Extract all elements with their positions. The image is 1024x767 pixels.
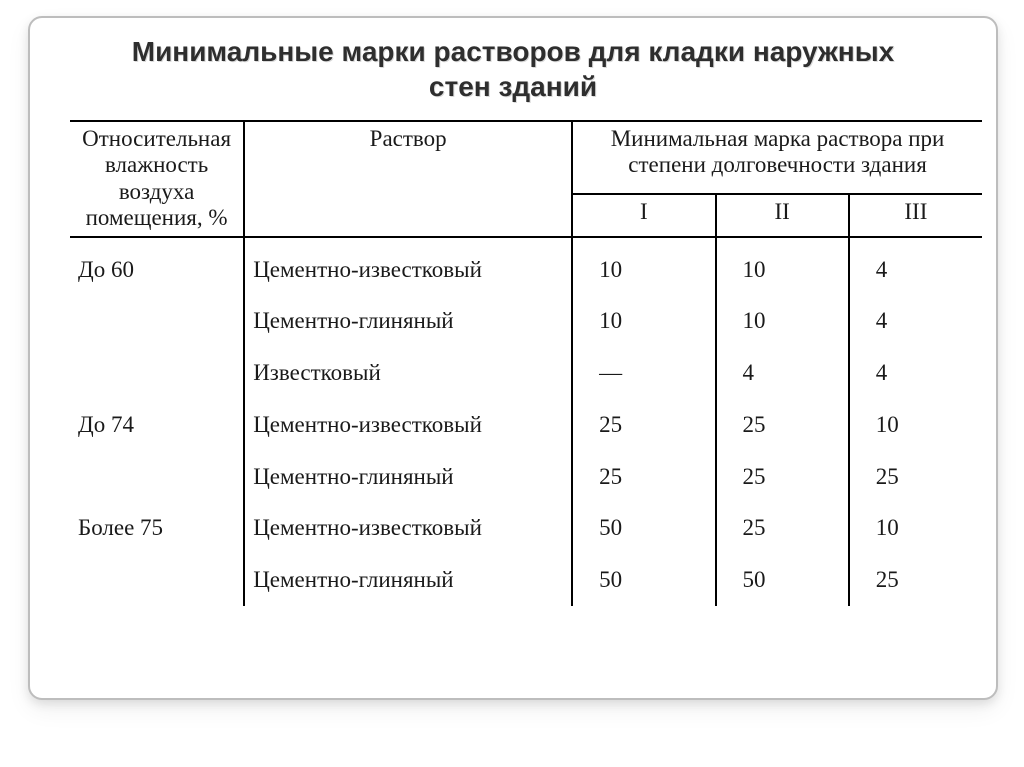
table-row: Более 75 Цементно-известковый 50 25 10: [70, 502, 982, 554]
cell-solution: Цементно-известковый: [244, 502, 572, 554]
table-row: Цементно-глиняный 50 50 25: [70, 554, 982, 606]
cell-g1: 50: [572, 502, 715, 554]
cell-solution: Цементно-глиняный: [244, 451, 572, 503]
cell-humidity: До 74: [70, 399, 244, 451]
cell-g3: 25: [849, 554, 982, 606]
col-header-ii: II: [716, 194, 849, 236]
cell-g2: 50: [716, 554, 849, 606]
cell-g2: 10: [716, 295, 849, 347]
cell-g3: 4: [849, 347, 982, 399]
cell-solution: Цементно-известковый: [244, 237, 572, 296]
col-header-grade-group: Минимальная марка раствора при степени д…: [572, 121, 982, 194]
page-title: Минимальные марки растворов для кладки н…: [30, 18, 996, 114]
cell-humidity: [70, 347, 244, 399]
table-row: Известковый — 4 4: [70, 347, 982, 399]
cell-humidity: До 60: [70, 237, 244, 296]
mortar-grades-table: Относительная влажность воздуха помещени…: [70, 120, 982, 606]
cell-g1: 50: [572, 554, 715, 606]
cell-humidity: [70, 295, 244, 347]
table-container: Относительная влажность воздуха помещени…: [70, 120, 982, 606]
table-row: Цементно-глиняный 25 25 25: [70, 451, 982, 503]
cell-g1: 10: [572, 295, 715, 347]
cell-solution: Цементно-известковый: [244, 399, 572, 451]
cell-g2: 10: [716, 237, 849, 296]
cell-g1: —: [572, 347, 715, 399]
cell-g3: 4: [849, 237, 982, 296]
cell-humidity: [70, 451, 244, 503]
cell-g2: 25: [716, 451, 849, 503]
cell-g3: 4: [849, 295, 982, 347]
cell-humidity: Более 75: [70, 502, 244, 554]
table-row: До 74 Цементно-известковый 25 25 10: [70, 399, 982, 451]
cell-g1: 10: [572, 237, 715, 296]
table-row: До 60 Цементно-известковый 10 10 4: [70, 237, 982, 296]
table-row: Цементно-глиняный 10 10 4: [70, 295, 982, 347]
cell-solution: Цементно-глиняный: [244, 295, 572, 347]
cell-g2: 25: [716, 502, 849, 554]
cell-g3: 10: [849, 502, 982, 554]
cell-g3: 25: [849, 451, 982, 503]
cell-g1: 25: [572, 451, 715, 503]
col-header-i: I: [572, 194, 715, 236]
col-header-solution: Раствор: [244, 121, 572, 237]
cell-g2: 25: [716, 399, 849, 451]
cell-solution: Цементно-глиняный: [244, 554, 572, 606]
cell-g1: 25: [572, 399, 715, 451]
col-header-iii: III: [849, 194, 982, 236]
col-header-humidity: Относительная влажность воздуха помещени…: [70, 121, 244, 237]
slide-frame: Минимальные марки растворов для кладки н…: [28, 16, 998, 700]
cell-g2: 4: [716, 347, 849, 399]
cell-solution: Известковый: [244, 347, 572, 399]
cell-humidity: [70, 554, 244, 606]
cell-g3: 10: [849, 399, 982, 451]
